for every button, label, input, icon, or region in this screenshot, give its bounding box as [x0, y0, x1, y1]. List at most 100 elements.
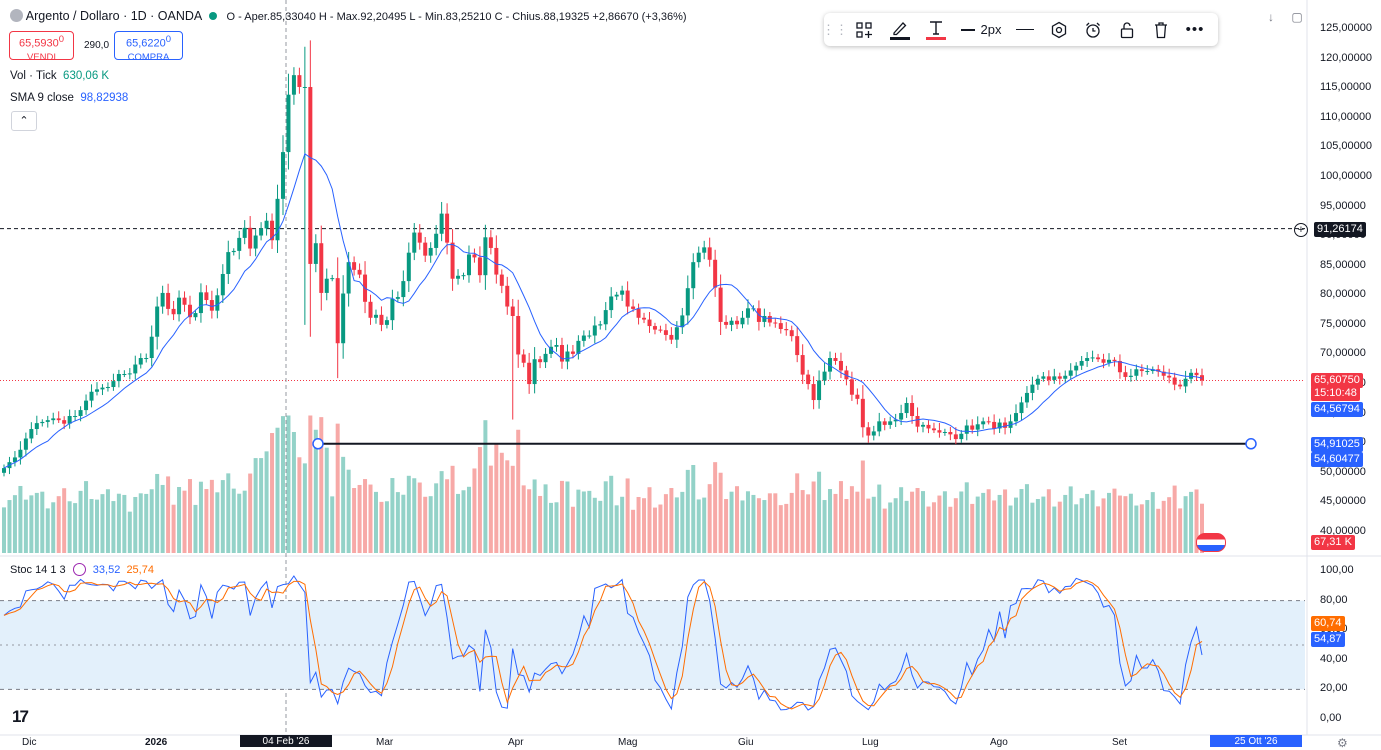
stoch-legend[interactable]: Stoc 14 1 3 33,52 25,74 — [10, 563, 154, 576]
candle-body — [953, 434, 958, 440]
volume-bar — [838, 481, 843, 553]
candle-body — [373, 314, 378, 318]
candle-body — [84, 400, 89, 411]
volume-bar — [1200, 503, 1204, 553]
candle-body — [1150, 369, 1155, 372]
more-dots-icon[interactable]: ••• — [1185, 21, 1205, 38]
volume-bar — [171, 504, 176, 553]
volume-bar — [1107, 492, 1112, 553]
candle-body — [401, 281, 406, 298]
candle-body — [1107, 359, 1112, 363]
candle-body — [368, 301, 373, 318]
candle-body — [220, 273, 225, 296]
settings-hexagon-icon[interactable] — [1042, 13, 1076, 46]
candle-body — [817, 380, 822, 401]
candle-body — [450, 242, 455, 279]
countdown-tag: 15:10:48 — [1311, 386, 1360, 401]
candle-body — [620, 290, 625, 295]
candle-body — [1183, 378, 1188, 387]
volume-bar — [674, 497, 679, 553]
candle-body — [587, 335, 592, 337]
candle-body — [1139, 369, 1144, 372]
download-arrow-icon[interactable]: ↓ — [1268, 10, 1274, 24]
volume-bar — [1008, 505, 1013, 553]
volume-bar — [538, 495, 543, 553]
trash-icon[interactable] — [1144, 13, 1178, 46]
candle-body — [559, 345, 564, 362]
candle-body — [915, 416, 920, 427]
candle-body — [527, 362, 532, 385]
volume-bar — [570, 506, 575, 553]
volume-bar — [663, 494, 668, 553]
lock-icon[interactable] — [1110, 13, 1144, 46]
candle-body — [860, 398, 865, 428]
volume-bar — [948, 506, 953, 553]
line-tool-icon[interactable] — [1008, 13, 1042, 46]
candle-body — [942, 431, 947, 433]
volume-bar — [12, 495, 17, 553]
candle-body — [663, 330, 668, 335]
volume-bar — [1079, 498, 1084, 553]
volume-bar — [756, 498, 761, 553]
volume-bar — [466, 486, 471, 553]
volume-legend[interactable]: Vol · Tick 630,06 K — [10, 70, 109, 82]
volume-bar — [603, 481, 608, 553]
candle-body — [904, 402, 909, 414]
candle-body — [696, 252, 701, 263]
volume-bar — [647, 487, 652, 553]
volume-bar — [1172, 485, 1177, 553]
symbol-legend[interactable]: Argento / Dollaro · 1D · OANDA O - Aper.… — [10, 9, 687, 23]
candle-body — [1046, 376, 1051, 380]
candle-body — [1134, 369, 1139, 376]
volume-bar — [384, 501, 389, 553]
volume-bar — [23, 499, 28, 553]
candle-body — [1019, 402, 1024, 414]
candle-body — [417, 232, 422, 243]
candle-body — [40, 421, 45, 424]
volume-bar — [800, 490, 805, 553]
candle-body — [937, 430, 942, 433]
candle-body — [811, 384, 816, 401]
sell-button[interactable]: 65,59300 VENDI — [9, 31, 74, 63]
candle-body — [231, 250, 236, 253]
candle-body — [532, 359, 537, 385]
candle-body — [319, 243, 324, 293]
line-width-button[interactable]: 2px — [954, 13, 1008, 46]
chevron-up-icon[interactable]: ⌃ — [11, 111, 37, 131]
drag-handle-icon[interactable]: ⋮⋮ — [822, 21, 848, 37]
alert-clock-icon[interactable] — [1076, 13, 1110, 46]
volume-bar — [953, 498, 958, 553]
volume-bar — [702, 497, 707, 553]
stoch-d-value: 25,74 — [126, 564, 154, 576]
time-axis-label: Giu — [738, 737, 754, 748]
price-axis-tick: 85,00000 — [1320, 258, 1366, 271]
volume-bar — [62, 488, 67, 553]
volume-bar — [784, 503, 789, 553]
candle-body — [242, 227, 247, 238]
candle-body — [428, 247, 433, 256]
settings-gear-icon[interactable]: ⚙ — [1337, 736, 1348, 750]
candle-body — [499, 274, 504, 286]
volume-bar — [499, 452, 504, 553]
buy-button[interactable]: 65,62200 COMPRA — [114, 31, 183, 63]
apps-icon[interactable] — [846, 13, 882, 46]
candle-body — [888, 421, 893, 425]
price-axis-tick: 110,00000 — [1320, 110, 1372, 123]
volume-bar — [970, 503, 975, 553]
volume-bar — [1046, 489, 1051, 553]
volume-bar — [745, 491, 750, 553]
candle-body — [352, 262, 357, 270]
candle-body — [609, 296, 614, 311]
fullscreen-icon[interactable]: ▢ — [1291, 10, 1303, 24]
stoch-d-line — [3, 580, 1203, 710]
sma-legend[interactable]: SMA 9 close 98,82938 — [10, 92, 128, 104]
tradingview-logo[interactable]: 17 — [12, 707, 29, 726]
candle-body — [1014, 413, 1019, 422]
spread-value: 290,0 — [84, 40, 110, 51]
add-alert-plus-icon[interactable]: + — [1294, 223, 1308, 237]
candle-body — [286, 94, 291, 153]
text-tool-icon[interactable] — [918, 13, 954, 46]
volume-bar — [532, 479, 537, 553]
pencil-icon[interactable] — [882, 13, 918, 46]
